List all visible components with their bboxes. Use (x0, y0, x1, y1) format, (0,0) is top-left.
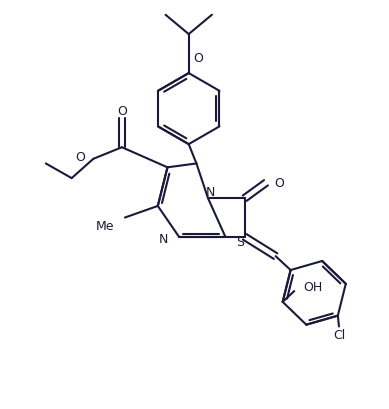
Text: OH: OH (303, 280, 322, 293)
Text: O: O (194, 52, 203, 65)
Text: O: O (117, 104, 127, 117)
Text: O: O (76, 151, 86, 164)
Text: N: N (159, 233, 168, 246)
Text: S: S (236, 236, 244, 248)
Text: Me: Me (96, 219, 114, 232)
Text: O: O (275, 177, 284, 190)
Text: N: N (205, 185, 215, 198)
Text: Cl: Cl (333, 329, 345, 342)
